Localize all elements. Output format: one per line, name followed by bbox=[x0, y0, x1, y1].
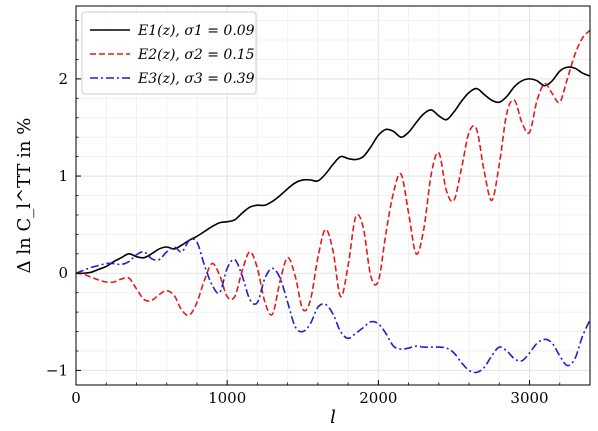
x-tick-label: 1000 bbox=[208, 389, 246, 407]
legend-box bbox=[81, 11, 257, 95]
series-line-2 bbox=[75, 29, 591, 317]
legend: E1(z), σ1 = 0.09 E2(z), σ2 = 0.15 E3(z), σ… bbox=[81, 11, 257, 95]
y-tick-label: 0 bbox=[58, 264, 68, 282]
x-tick-label: 0 bbox=[71, 389, 81, 407]
y-tick-label: 2 bbox=[58, 70, 68, 88]
y-tick-label: −1 bbox=[46, 361, 68, 379]
x-tick-label: 2000 bbox=[359, 389, 397, 407]
legend-label-2: E2(z), σ2 = 0.15 bbox=[137, 47, 255, 63]
legend-label-1: E1(z), σ1 = 0.09 bbox=[137, 23, 255, 39]
x-axis-label: l bbox=[330, 407, 336, 428]
series-line-1 bbox=[75, 66, 591, 275]
series-layer bbox=[75, 29, 591, 374]
series-line-3 bbox=[75, 238, 591, 374]
legend-label-3: E3(z), σ3 = 0.39 bbox=[137, 71, 255, 87]
y-axis-label: Δ ln C_l^TT in % bbox=[14, 118, 35, 274]
x-tick-label: 3000 bbox=[510, 389, 548, 407]
y-tick-label: 1 bbox=[58, 167, 68, 185]
